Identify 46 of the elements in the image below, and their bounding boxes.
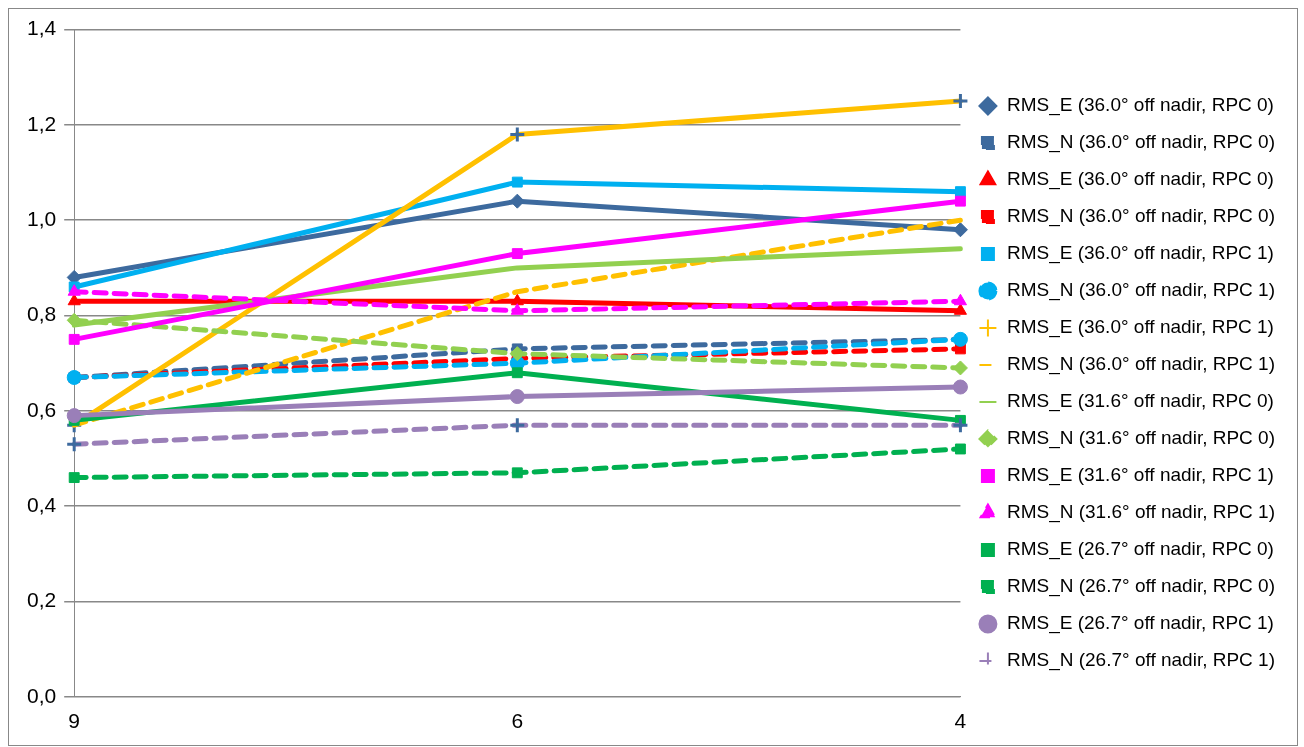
legend-label: RMS_N (26.7° off nadir, RPC 1) <box>1006 649 1275 672</box>
point <box>68 333 80 345</box>
point <box>954 443 966 455</box>
legend-label: RMS_N (36.0° off nadir, RPC 0) <box>1006 131 1275 154</box>
point <box>954 186 966 198</box>
y-tick-label: 0,2 <box>26 588 57 612</box>
y-tick-label: 0,8 <box>26 302 57 326</box>
point <box>510 293 524 306</box>
point <box>510 303 524 315</box>
point <box>953 303 967 315</box>
point <box>511 467 523 479</box>
point <box>511 176 523 188</box>
point <box>68 472 80 484</box>
legend-label: RMS_N (31.6° off nadir, RPC 0) <box>1006 427 1275 450</box>
point <box>511 367 523 379</box>
y-tick-label: 1,2 <box>26 111 57 135</box>
legend-label: RMS_E (26.7° off nadir, RPC 0) <box>1006 538 1274 561</box>
legend-label: RMS_E (26.7° off nadir, RPC 1) <box>1006 612 1274 635</box>
y-tick-label: 1,4 <box>26 16 57 40</box>
x-tick-label: 9 <box>68 709 81 733</box>
point <box>954 195 966 207</box>
x-tick-label: 4 <box>954 709 967 733</box>
point <box>511 248 523 260</box>
point <box>67 293 81 306</box>
point <box>509 193 525 209</box>
y-tick-label: 0,0 <box>26 683 57 707</box>
point <box>952 222 968 238</box>
point <box>509 346 525 362</box>
y-tick-label: 0,6 <box>26 397 57 421</box>
y-tick-label: 1,0 <box>26 207 57 231</box>
legend-label: RMS_N (36.0° off nadir, RPC 0) <box>1006 205 1275 228</box>
legend-label: RMS_E (36.0° off nadir, RPC 1) <box>1006 316 1274 339</box>
legend-label: RMS_E (36.0° off nadir, RPC 0) <box>1006 94 1274 117</box>
legend-label: RMS_E (31.6° off nadir, RPC 0) <box>1006 390 1274 413</box>
legend-label: RMS_N (36.0° off nadir, RPC 1) <box>1006 279 1275 302</box>
point <box>509 389 525 405</box>
legend-label: RMS_E (36.0° off nadir, RPC 0) <box>1006 168 1274 191</box>
legend-label: RMS_N (26.7° off nadir, RPC 0) <box>1006 575 1275 598</box>
legend-label: RMS_E (31.6° off nadir, RPC 1) <box>1006 464 1274 487</box>
legend-label: RMS_N (31.6° off nadir, RPC 1) <box>1006 501 1275 524</box>
legend-label: RMS_E (36.0° off nadir, RPC 1) <box>1006 242 1274 265</box>
x-tick-label: 6 <box>511 709 524 733</box>
y-tick-label: 0,4 <box>26 492 57 516</box>
point <box>952 379 968 395</box>
point <box>953 293 967 306</box>
legend-label: RMS_N (36.0° off nadir, RPC 1) <box>1006 353 1275 376</box>
